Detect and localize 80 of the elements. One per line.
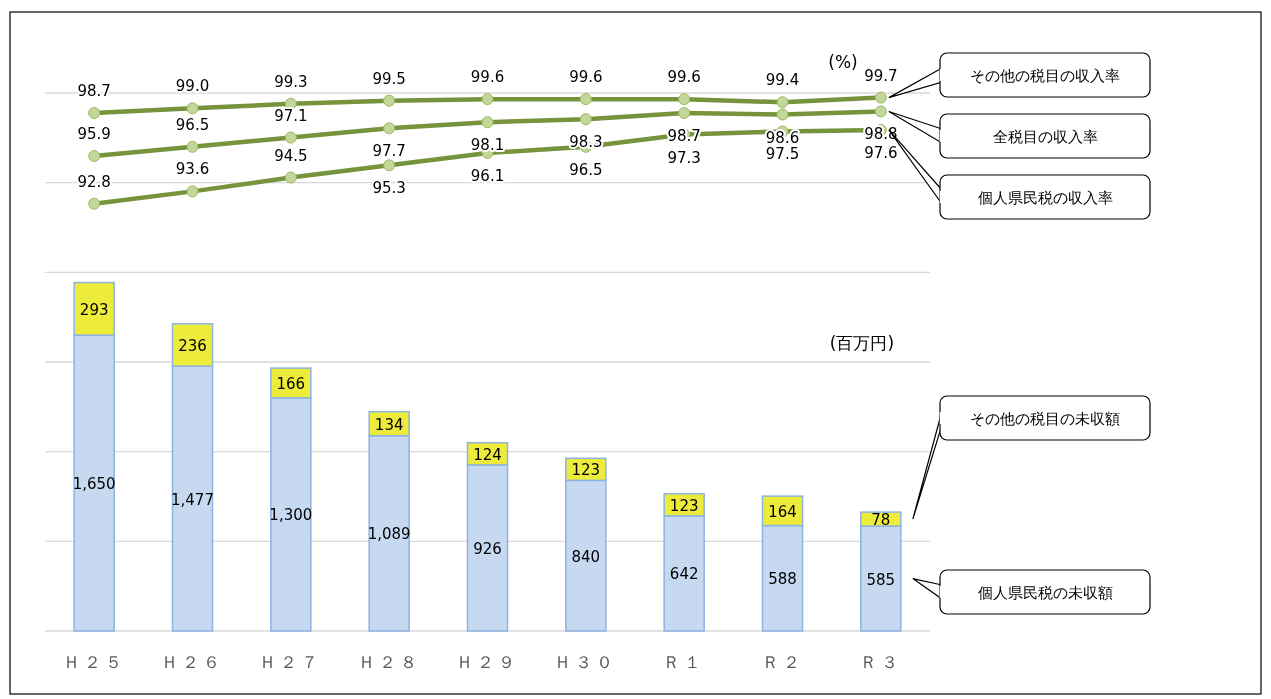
- data-label: 1,300: [269, 506, 313, 525]
- data-label: 97.5: [765, 145, 800, 164]
- data-label: 123: [669, 496, 699, 515]
- data-label: 840: [571, 547, 601, 566]
- data-label: 293: [79, 300, 109, 319]
- data-label: 1,089: [367, 525, 411, 544]
- text: その他の税目の未収額: [970, 410, 1120, 428]
- point: [678, 93, 691, 106]
- point: [776, 96, 789, 109]
- data-label: 99.0: [175, 77, 210, 96]
- data-label: 99.6: [470, 68, 505, 87]
- data-label: 99.6: [667, 68, 701, 87]
- data-label: 236: [178, 336, 207, 355]
- data-label: 96.1: [470, 166, 505, 185]
- data-label: 97.3: [667, 148, 701, 167]
- x-tick-label: Ｒ３: [859, 652, 902, 672]
- text: 全税目の収入率: [992, 128, 1098, 146]
- data-label: 94.5: [274, 146, 308, 165]
- x-tick-label: Ｈ３０: [554, 652, 618, 672]
- data-label: 99.4: [765, 71, 800, 90]
- data-label: 99.3: [274, 72, 308, 91]
- data-label: 164: [768, 502, 797, 521]
- text: その他の税目の収入率: [970, 67, 1120, 85]
- point: [284, 171, 297, 184]
- point: [481, 116, 494, 129]
- data-label: 97.7: [372, 142, 406, 161]
- x-tick-label: Ｒ１: [663, 652, 706, 672]
- point: [579, 113, 592, 126]
- point: [383, 159, 396, 172]
- point: [186, 185, 199, 198]
- x-tick-label: Ｒ２: [761, 652, 804, 672]
- x-tick-label: Ｈ２９: [456, 652, 519, 672]
- point: [776, 108, 789, 121]
- data-label: 95.3: [372, 179, 406, 198]
- data-label: 166: [276, 374, 306, 393]
- x-tick-label: Ｈ２７: [259, 652, 323, 672]
- data-label: 134: [374, 415, 404, 434]
- point: [88, 197, 101, 210]
- data-label: 78: [871, 511, 891, 530]
- data-label: 99.5: [372, 69, 406, 88]
- point: [88, 150, 101, 163]
- data-label: 97.6: [864, 143, 898, 162]
- data-label: 1,477: [171, 490, 214, 509]
- data-label: 96.5: [175, 115, 210, 134]
- data-label: 92.8: [77, 172, 111, 191]
- point: [874, 105, 887, 118]
- y2-axis-title: (%): [828, 52, 858, 72]
- x-tick-label: Ｈ２８: [357, 652, 421, 672]
- point: [88, 106, 101, 119]
- data-label: 99.6: [569, 68, 603, 87]
- data-label: 96.5: [569, 160, 603, 179]
- data-label: 99.7: [864, 66, 898, 85]
- point: [186, 140, 199, 153]
- text: 個人県民税の未収額: [977, 584, 1113, 602]
- data-label: 926: [473, 539, 502, 558]
- point: [579, 93, 592, 106]
- data-label: 585: [866, 570, 896, 589]
- data-label: 642: [669, 565, 699, 584]
- data-label: 98.1: [470, 136, 505, 155]
- data-label: 98.7: [667, 126, 701, 145]
- point: [678, 106, 691, 119]
- data-label: 123: [571, 461, 601, 480]
- data-label: 98.6: [765, 128, 800, 147]
- data-label: 95.9: [77, 125, 111, 144]
- x-tick-label: Ｈ２５: [62, 652, 126, 672]
- data-label: 1,650: [72, 475, 116, 494]
- text: 個人県民税の収入率: [977, 189, 1113, 207]
- x-tick-label: Ｈ２６: [161, 652, 224, 672]
- data-label: 98.7: [77, 81, 111, 100]
- point: [874, 91, 887, 104]
- point: [186, 102, 199, 115]
- point: [383, 122, 396, 135]
- point: [284, 131, 297, 144]
- data-label: 93.6: [175, 160, 210, 179]
- data-label: 124: [473, 445, 502, 464]
- data-label: 588: [768, 570, 797, 589]
- point: [383, 94, 396, 107]
- data-label: 97.1: [274, 106, 308, 125]
- y-axis-title: (百万円): [829, 333, 895, 353]
- point: [481, 93, 494, 106]
